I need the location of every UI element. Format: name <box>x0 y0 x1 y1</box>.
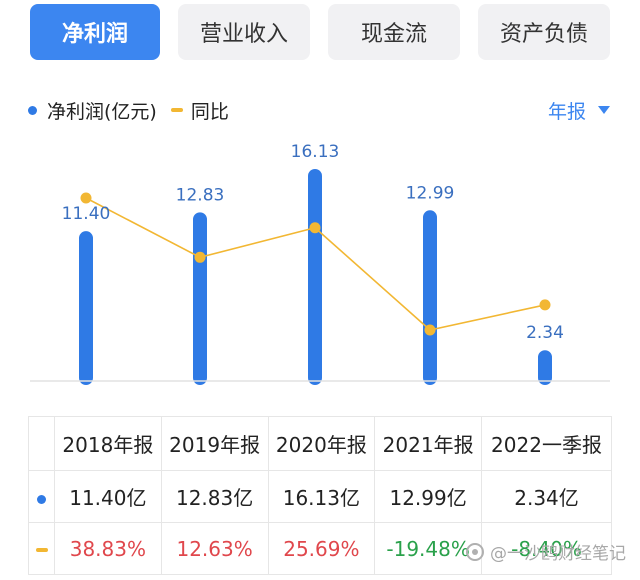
yoy-legend-dash-icon <box>170 108 183 112</box>
row-marker-cell <box>28 470 55 523</box>
caret-down-icon <box>598 106 610 114</box>
column-header: 2021年报 <box>374 416 482 471</box>
table-cell: 12.63% <box>160 522 269 575</box>
net-profit-legend-dot-icon <box>28 105 37 115</box>
table-cell: 16.13亿 <box>267 470 376 523</box>
table-cell: 12.99亿 <box>374 470 482 523</box>
row-marker-cell <box>28 522 55 575</box>
table-cell: 38.83% <box>54 522 162 575</box>
metric-tabs: 净利润 营业收入 现金流 资产负债 <box>30 4 610 60</box>
table-cell: -19.48% <box>374 522 482 575</box>
bar-value-label-4: 2.34 <box>526 323 564 343</box>
table-corner-cell <box>28 416 55 471</box>
legend-yoy-label: 同比 <box>190 100 229 123</box>
yoy-point-4 <box>539 299 551 311</box>
tab-cash-flow[interactable]: 现金流 <box>328 4 460 60</box>
net-profit-bar-2 <box>308 169 322 385</box>
net-profit-bar-3 <box>423 210 437 385</box>
tab-balance-sheet[interactable]: 资产负债 <box>478 4 610 60</box>
table-cell: 2.34亿 <box>481 470 612 523</box>
yoy-point-1 <box>194 251 206 263</box>
column-header: 2019年报 <box>160 416 269 471</box>
financial-table: 2018年报 2019年报 2020年报 2021年报 2022一季报 11.40亿 12.… <box>28 416 612 575</box>
yoy-point-3 <box>424 324 436 336</box>
table-cell: 12.83亿 <box>160 470 269 523</box>
column-header: 2020年报 <box>267 416 376 471</box>
net-profit-bar-4 <box>538 350 552 385</box>
watermark-text: @一沙鸥财经笔记 <box>490 544 626 564</box>
table-row: 11.40亿 12.83亿 16.13亿 12.99亿 2.34亿 <box>28 470 612 523</box>
period-select[interactable]: 年报 <box>548 96 610 124</box>
tab-revenue[interactable]: 营业收入 <box>178 4 310 60</box>
yoy-point-2 <box>309 222 321 234</box>
period-select-value: 年报 <box>547 100 586 123</box>
table-cell: 11.40亿 <box>54 470 162 523</box>
table-cell: 25.69% <box>267 522 376 575</box>
chart-legend: 净利润(亿元) 同比 <box>28 96 229 124</box>
net-profit-bar-1 <box>193 212 207 385</box>
bar-value-label-2: 16.13 <box>291 142 340 162</box>
watermark: @一沙鸥财经笔记 <box>466 539 626 564</box>
net-profit-marker-icon <box>37 494 46 504</box>
column-header: 2018年报 <box>54 416 162 471</box>
yoy-point-0 <box>80 192 92 204</box>
column-header: 2022一季报 <box>481 416 612 471</box>
yoy-marker-icon <box>35 548 48 552</box>
bar-value-label-1: 12.83 <box>176 185 225 205</box>
tab-net-profit[interactable]: 净利润 <box>30 4 160 60</box>
net-profit-chart: 11.40 12.83 16.13 12.99 2.34 <box>30 142 610 385</box>
legend-net-profit-label: 净利润(亿元) <box>47 100 157 123</box>
bar-value-label-0: 11.40 <box>62 204 111 224</box>
watermark-logo-icon <box>466 542 484 561</box>
bar-value-label-3: 12.99 <box>406 183 455 203</box>
net-profit-bar-0 <box>79 231 93 385</box>
table-header-row: 2018年报 2019年报 2020年报 2021年报 2022一季报 <box>28 416 612 471</box>
